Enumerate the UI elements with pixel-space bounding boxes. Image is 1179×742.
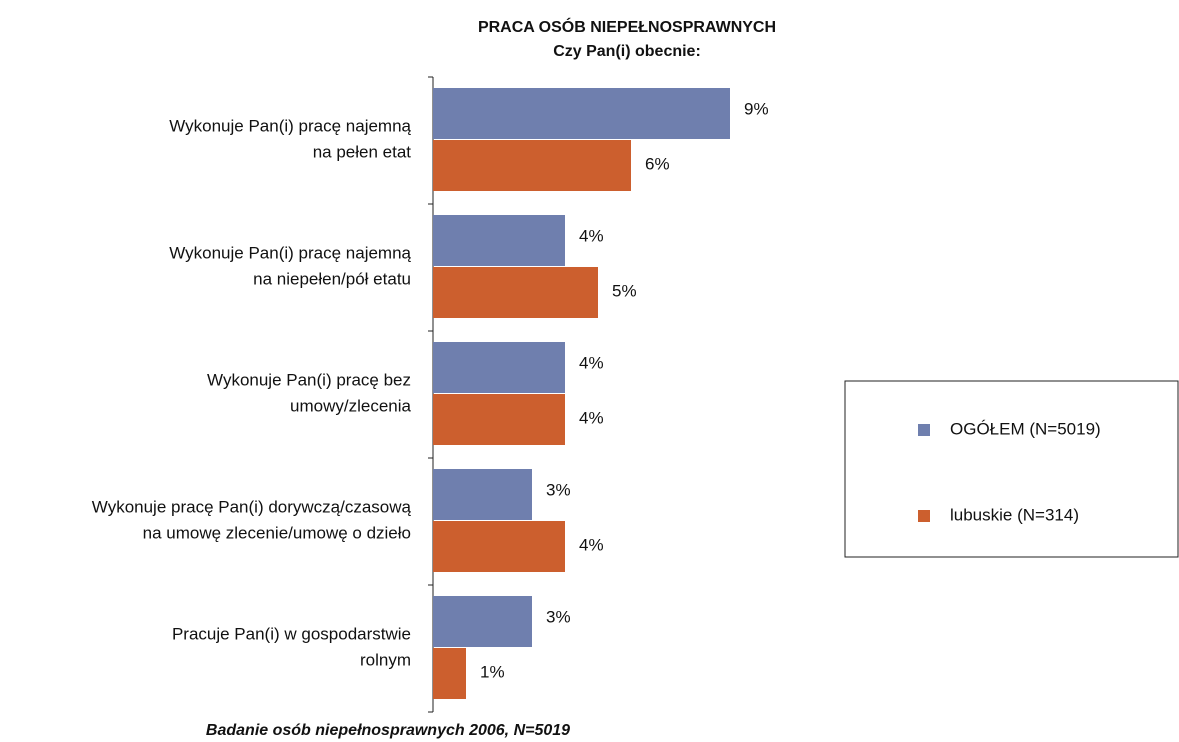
category-label: Pracuje Pan(i) w gospodarstwie: [172, 624, 411, 643]
bar: [433, 140, 631, 191]
value-label: 4%: [579, 353, 604, 372]
legend-label: OGÓŁEM (N=5019): [950, 419, 1101, 438]
bar: [433, 648, 466, 699]
category-label: umowy/zlecenia: [290, 396, 411, 415]
bar: [433, 215, 565, 266]
bar: [433, 469, 532, 520]
category-label: rolnym: [360, 650, 411, 669]
value-label: 5%: [612, 281, 637, 300]
value-label: 4%: [579, 535, 604, 554]
bar: [433, 342, 565, 393]
chart-subtitle: Czy Pan(i) obecnie:: [553, 43, 701, 60]
legend-swatch: [918, 510, 930, 522]
bar: [433, 394, 565, 445]
footnote: Badanie osób niepełnosprawnych 2006, N=5…: [206, 722, 570, 739]
category-label: na pełen etat: [313, 142, 412, 161]
value-label: 6%: [645, 154, 670, 173]
legend-box: [844, 380, 1179, 558]
bar: [433, 88, 730, 139]
legend-label: lubuskie (N=314): [950, 505, 1079, 524]
category-label: Wykonuje Pan(i) pracę najemną: [169, 243, 411, 262]
value-label: 3%: [546, 480, 571, 499]
legend-swatch: [918, 424, 930, 436]
value-label: 9%: [744, 99, 769, 118]
category-label: na umowę zlecenie/umowę o dzieło: [143, 523, 411, 542]
category-label: Wykonuje Pan(i) pracę bez: [207, 370, 411, 389]
category-label: Wykonuje Pan(i) pracę najemną: [169, 116, 411, 135]
bar: [433, 596, 532, 647]
category-label: na niepełen/pół etatu: [253, 269, 411, 288]
category-label: Wykonuje pracę Pan(i) dorywczą/czasową: [92, 497, 412, 516]
bar: [433, 521, 565, 572]
bar: [433, 267, 598, 318]
value-label: 3%: [546, 607, 571, 626]
value-label: 4%: [579, 226, 604, 245]
value-label: 4%: [579, 408, 604, 427]
value-label: 1%: [480, 662, 505, 681]
chart-title: PRACA OSÓB NIEPEŁNOSPRAWNYCH: [478, 17, 776, 36]
